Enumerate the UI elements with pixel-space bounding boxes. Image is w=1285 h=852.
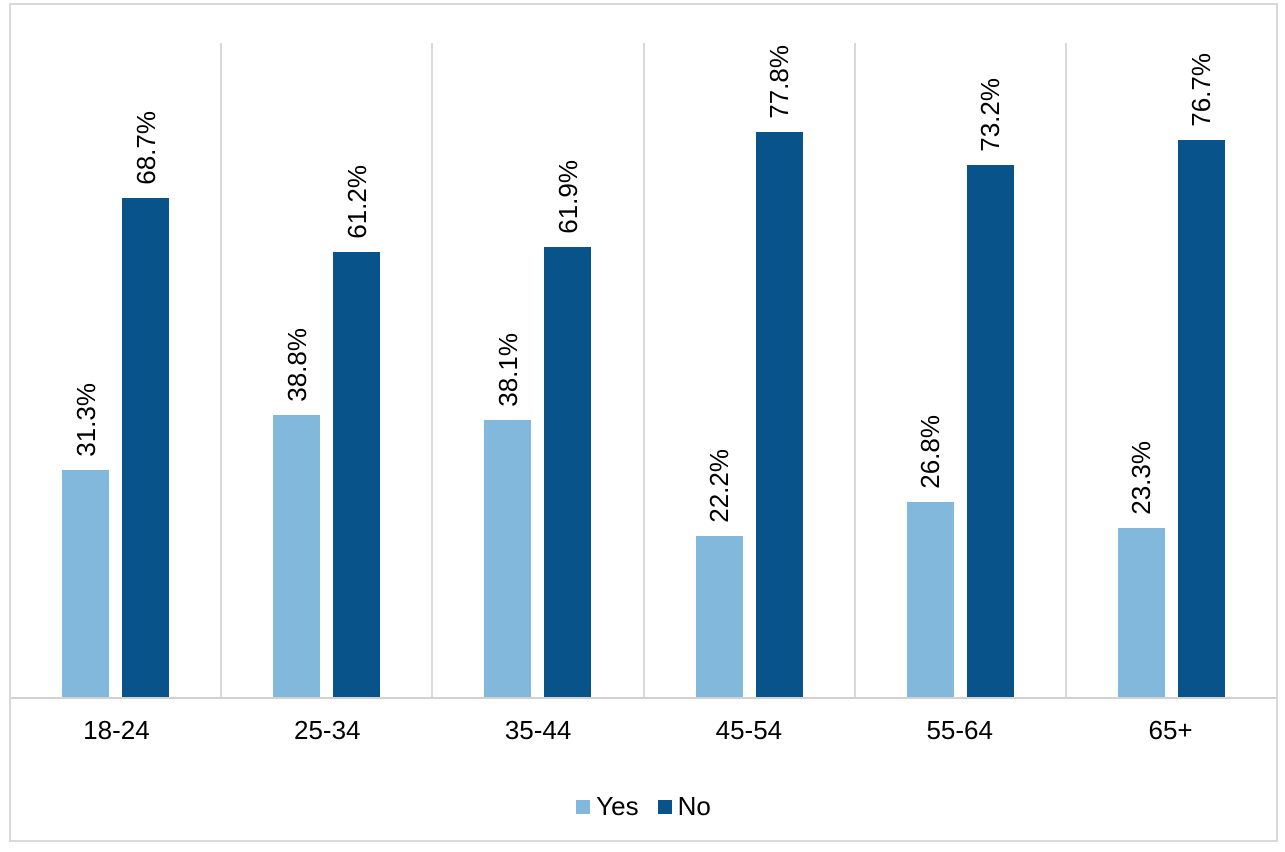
bar-column-yes-25-34: 38.8% [273, 43, 321, 697]
legend-label-no: No [677, 791, 711, 821]
data-label-yes-45-54: 22.2% [704, 449, 735, 523]
bar-no-45-54 [755, 132, 803, 697]
data-label-yes-35-44: 38.1% [492, 333, 523, 407]
x-axis-labels: 18-24 25-34 35-44 45-54 55-64 65+ [11, 699, 1276, 746]
bar-column-yes-55-64: 26.8% [906, 43, 954, 697]
x-axis-label-18-24: 18-24 [83, 715, 150, 745]
data-label-yes-65+: 23.3% [1126, 441, 1157, 515]
category-group-25-34: 38.8% 61.2% [222, 43, 434, 697]
bar-column-no-45-54: 77.8% [755, 43, 803, 697]
category-group-35-44: 38.1% 61.9% [433, 43, 645, 697]
data-label-yes-25-34: 38.8% [281, 328, 312, 402]
bar-pair: 26.8% 73.2% [856, 43, 1065, 697]
bar-no-55-64 [966, 165, 1014, 697]
data-label-no-55-64: 73.2% [975, 78, 1006, 152]
data-label-yes-18-24: 31.3% [70, 383, 101, 457]
data-label-no-25-34: 61.2% [341, 165, 372, 239]
x-axis-label-65+: 65+ [1148, 715, 1193, 745]
legend-swatch-yes [576, 799, 591, 814]
bar-no-65+ [1177, 140, 1225, 697]
category-group-18-24: 31.3% 68.7% [11, 43, 223, 697]
category-group-55-64: 26.8% 73.2% [856, 43, 1067, 697]
bar-column-no-18-24: 68.7% [122, 43, 170, 697]
bar-yes-45-54 [695, 536, 743, 697]
bar-column-no-65+: 76.7% [1177, 43, 1225, 697]
bar-column-yes-35-44: 38.1% [484, 43, 532, 697]
legend: Yes No [11, 791, 1276, 822]
bar-yes-18-24 [62, 470, 110, 697]
data-label-no-18-24: 68.7% [130, 111, 161, 185]
bar-pair: 31.3% 68.7% [11, 43, 220, 697]
bar-no-35-44 [544, 247, 592, 697]
data-label-no-35-44: 61.9% [552, 160, 583, 234]
data-label-no-45-54: 77.8% [764, 45, 795, 119]
bar-column-no-35-44: 61.9% [544, 43, 592, 697]
x-axis-label-25-34: 25-34 [293, 715, 361, 745]
chart-frame: 31.3% 68.7% 38.8% 61.2% 38.1% 61.9% 22.2% 77.8%… [9, 3, 1278, 842]
bar-yes-65+ [1117, 528, 1165, 697]
category-group-65+: 23.3% 76.7% [1067, 43, 1276, 697]
bar-pair: 38.1% 61.9% [433, 43, 642, 697]
legend-label-yes: Yes [596, 791, 639, 821]
x-axis-label-45-54: 45-54 [715, 715, 783, 745]
legend-swatch-no [657, 799, 672, 814]
bar-yes-55-64 [906, 502, 954, 697]
bar-column-no-25-34: 61.2% [333, 43, 381, 697]
bar-column-yes-18-24: 31.3% [62, 43, 110, 697]
bar-yes-25-34 [273, 415, 321, 697]
bar-no-25-34 [333, 252, 381, 697]
data-label-no-65+: 76.7% [1186, 53, 1217, 127]
data-label-yes-55-64: 26.8% [915, 415, 946, 489]
bar-column-yes-65+: 23.3% [1117, 43, 1165, 697]
legend-item-yes: Yes [576, 791, 639, 822]
x-axis-line [11, 697, 1276, 699]
plot-area: 31.3% 68.7% 38.8% 61.2% 38.1% 61.9% 22.2% 77.8%… [11, 43, 1276, 697]
bar-yes-35-44 [484, 420, 532, 697]
legend-item-no: No [657, 791, 711, 822]
bar-pair: 38.8% 61.2% [222, 43, 431, 697]
x-axis-label-35-44: 35-44 [504, 715, 572, 745]
category-group-45-54: 22.2% 77.8% [645, 43, 856, 697]
bar-no-18-24 [122, 198, 170, 697]
bar-pair: 22.2% 77.8% [645, 43, 854, 697]
bar-pair: 23.3% 76.7% [1067, 43, 1276, 697]
bar-column-yes-45-54: 22.2% [695, 43, 743, 697]
bar-column-no-55-64: 73.2% [966, 43, 1014, 697]
x-axis-label-55-64: 55-64 [926, 715, 993, 745]
